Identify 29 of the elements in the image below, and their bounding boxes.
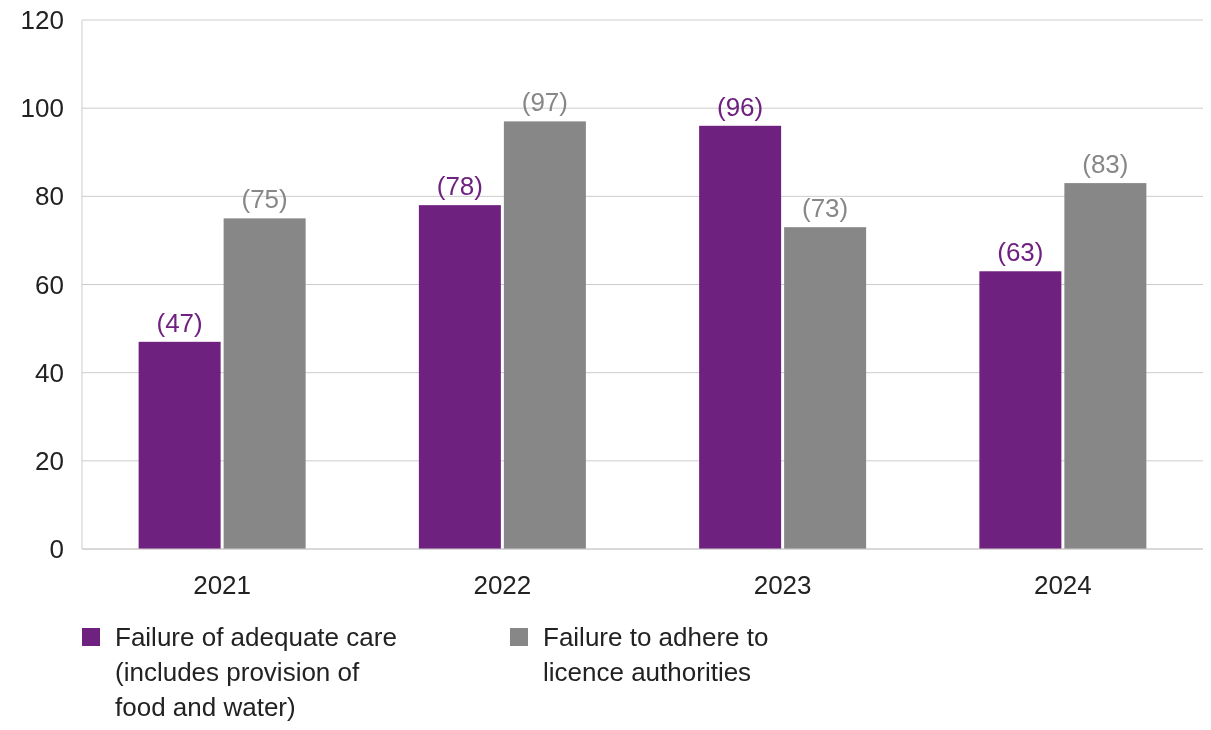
data-label: (97) [521,87,568,118]
data-label: (75) [241,184,288,215]
y-tick-label: 0 [49,534,64,565]
y-tick-label: 20 [35,445,64,476]
y-tick-label: 80 [35,181,64,212]
x-tick-label: 2023 [753,570,812,600]
bar [784,227,867,549]
bar [138,341,221,549]
y-tick-label: 100 [20,93,64,124]
y-tick-label: 120 [20,5,64,36]
y-tick-label: 40 [35,357,64,388]
data-label: (83) [1082,149,1129,180]
data-label: (63) [997,237,1044,268]
data-label: (73) [802,193,849,224]
data-label: (96) [717,91,764,122]
data-label: (47) [156,307,203,338]
bar [979,271,1062,549]
legend-label: Failure to adhere to licence authorities [543,622,769,688]
x-tick-label: 2022 [473,570,532,600]
bar [503,121,586,549]
legend-label: Failure of adequate care (includes provision of food and water) [115,622,397,723]
x-tick-label: 2024 [1033,570,1092,600]
bar [418,205,501,549]
data-label: (78) [436,171,483,202]
y-tick-label: 60 [35,269,64,300]
bar [699,125,782,549]
bar [223,218,306,549]
bar [1064,183,1147,549]
x-tick-label: 2021 [193,570,252,600]
